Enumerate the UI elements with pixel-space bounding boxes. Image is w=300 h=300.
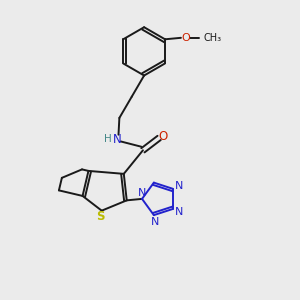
Text: O: O — [158, 130, 167, 143]
Text: N: N — [175, 181, 184, 191]
Text: S: S — [97, 210, 105, 223]
Text: N: N — [175, 207, 184, 217]
Text: N: N — [151, 217, 160, 226]
Text: H: H — [104, 134, 112, 143]
Text: CH₃: CH₃ — [204, 33, 222, 43]
Text: N: N — [138, 188, 146, 198]
Text: N: N — [112, 133, 122, 146]
Text: O: O — [182, 33, 190, 43]
